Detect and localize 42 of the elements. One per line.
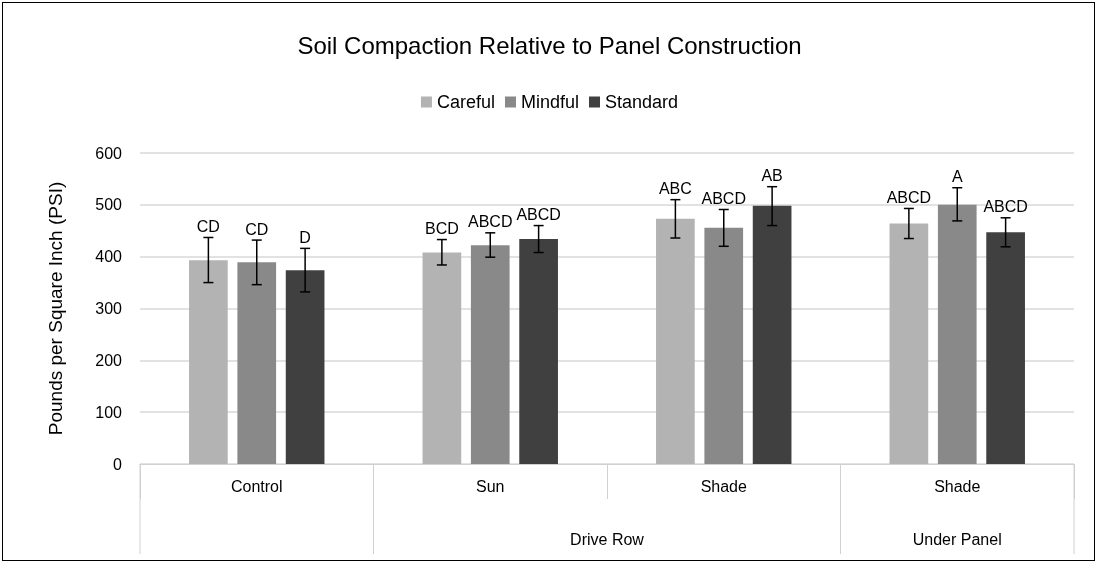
data-label: D — [299, 228, 311, 246]
bar — [752, 205, 792, 464]
data-label: ABCD — [983, 198, 1028, 216]
data-label: ABC — [658, 180, 692, 198]
data-label: BCD — [424, 220, 459, 238]
bar — [986, 232, 1025, 464]
legend-label: Careful — [436, 92, 495, 112]
data-label: ABCD — [516, 206, 561, 224]
y-tick-label: 300 — [95, 300, 123, 317]
bar — [656, 218, 695, 464]
x-tick-label: Shade — [700, 477, 747, 495]
data-label: CD — [245, 220, 269, 238]
bar — [519, 239, 558, 464]
data-label: AB — [761, 167, 783, 185]
bar — [285, 270, 325, 464]
y-tick-label: 100 — [95, 403, 123, 421]
x-tick-label: Sun — [476, 477, 505, 495]
y-tick-label: 200 — [95, 351, 123, 369]
y-tick-label: 0 — [113, 455, 123, 473]
bar — [937, 204, 977, 464]
data-label: ABCD — [886, 188, 932, 206]
bar — [422, 252, 462, 464]
x-tick-label: Control — [230, 477, 283, 495]
text: Under Panel — [912, 530, 1002, 548]
bar — [237, 262, 277, 464]
legend-label: Mindful — [520, 92, 579, 112]
legend-label: Standard — [605, 92, 679, 112]
data-label: ABCD — [701, 190, 746, 207]
y-tick-label: 600 — [95, 144, 123, 162]
bar — [889, 223, 929, 464]
y-tick-label: 500 — [95, 196, 123, 214]
y-tick-label: 400 — [95, 248, 123, 266]
x-tick-label: Shade — [934, 477, 981, 495]
data-label: ABCD — [468, 213, 513, 231]
y-axis-title: Pounds per Square Inch (PSI) — [45, 181, 66, 436]
bar — [704, 227, 744, 464]
bar — [470, 245, 510, 464]
data-label: A — [951, 168, 963, 186]
data-label: CD — [196, 217, 220, 235]
chart-title: Soil Compaction Relative to Panel Construction — [297, 31, 802, 59]
bar — [189, 260, 228, 464]
text: Drive Row — [570, 530, 645, 548]
